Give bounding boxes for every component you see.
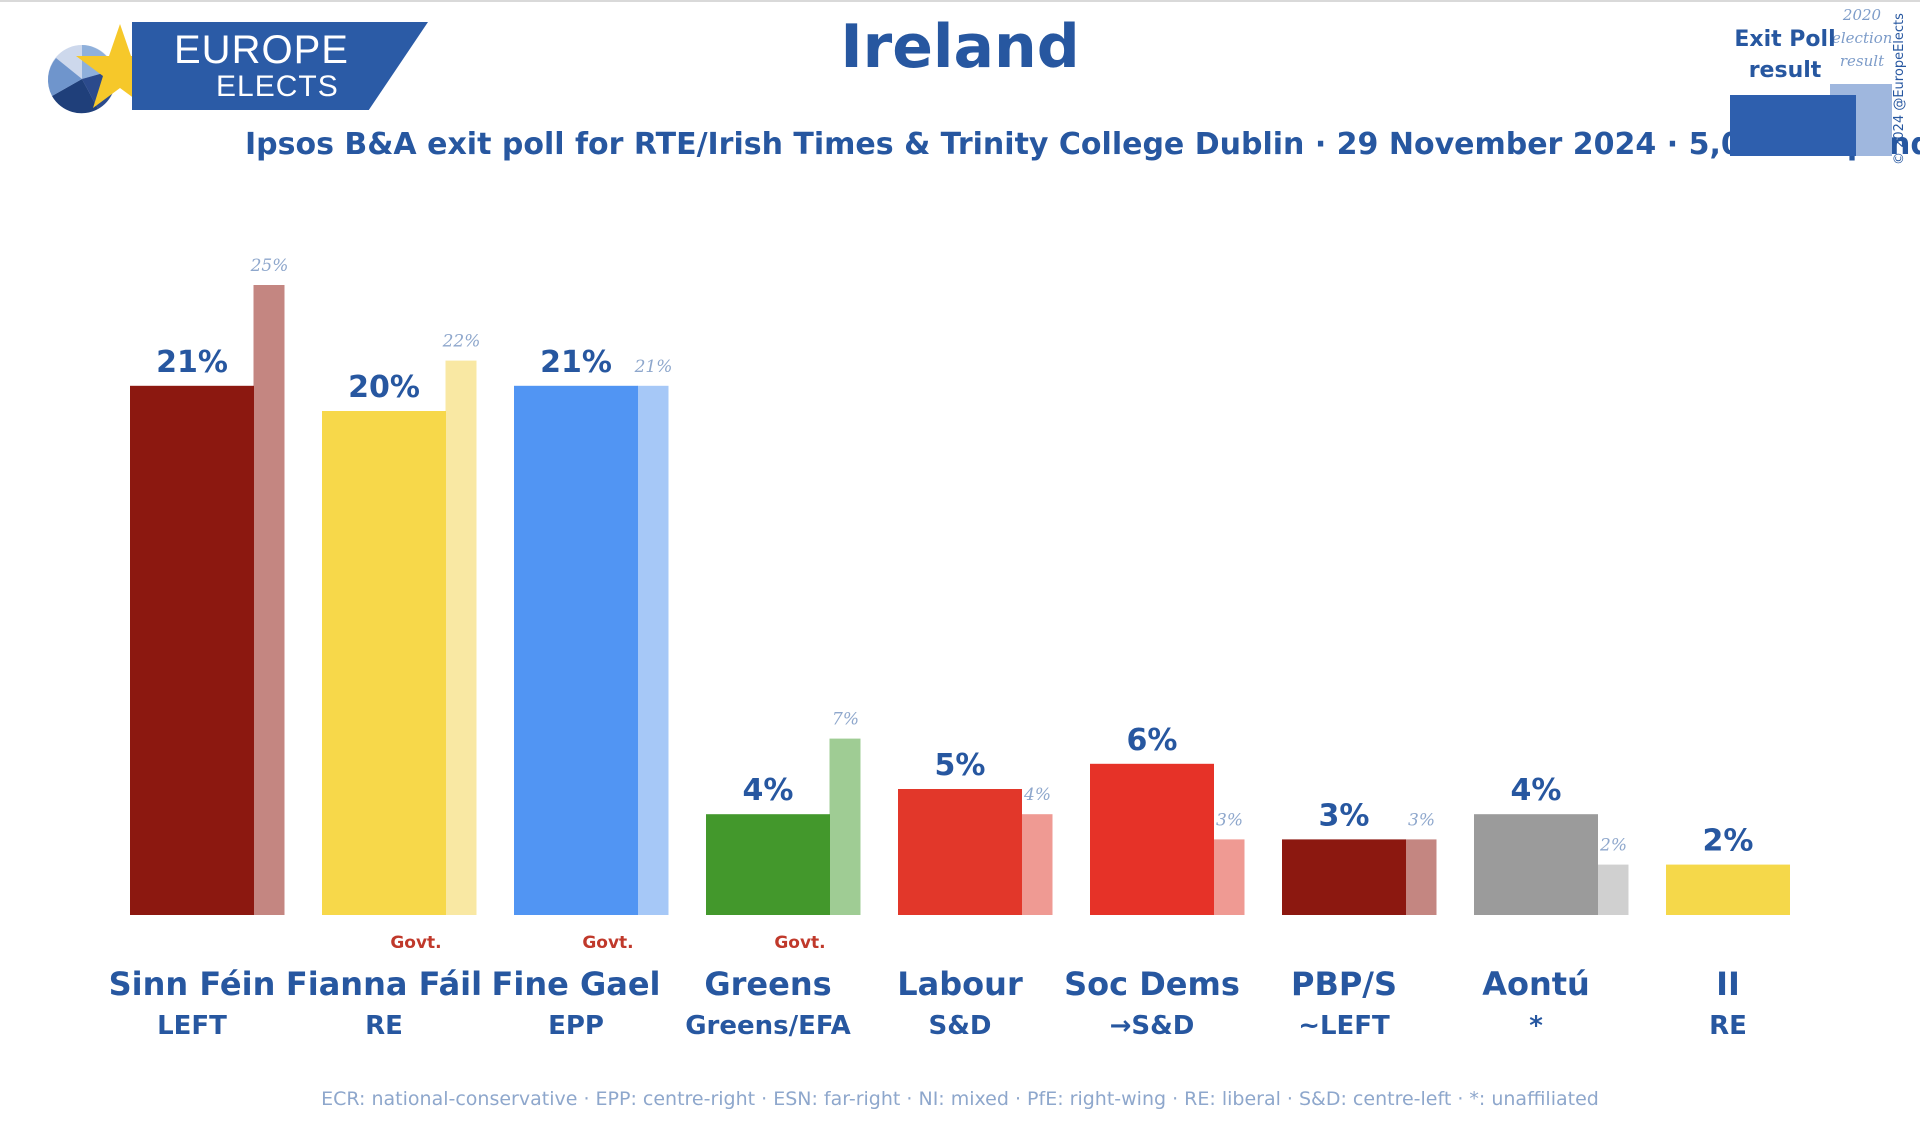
- party-group-sinn-f-in: LEFT: [157, 1011, 227, 1041]
- party-name-sinn-f-in: Sinn Féin: [109, 965, 276, 1003]
- party-group-aont: *: [1529, 1011, 1543, 1041]
- value-label-aont: 4%: [1511, 773, 1562, 808]
- bar-2020-fine-gael: [637, 385, 669, 915]
- logo-banner: [132, 22, 428, 110]
- bar-2020-greens: [829, 738, 861, 915]
- footer-legend-note: ECR: national-conservative · EPP: centre…: [321, 1088, 1599, 1110]
- govt-label-fine-gael: Govt.: [582, 933, 633, 953]
- chart-subtitle: Ipsos B&A exit poll for RTE/Irish Times …: [245, 127, 1920, 162]
- value-label-2020-fine-gael: 21%: [634, 357, 673, 377]
- bar-exit-poll-greens: [706, 814, 830, 915]
- party-group-labour: S&D: [929, 1011, 992, 1041]
- party-name-soc-dems: Soc Dems: [1064, 965, 1240, 1003]
- value-label-2020-greens: 7%: [832, 710, 859, 730]
- value-label-fine-gael: 21%: [540, 345, 612, 380]
- bar-exit-poll-aont: [1474, 814, 1598, 915]
- legend-main-label: Exit Poll result: [1734, 27, 1836, 83]
- bar-2020-sinn-f-in: [253, 285, 285, 915]
- value-label-2020-sinn-f-in: 25%: [250, 256, 289, 276]
- party-name-ii: II: [1716, 965, 1740, 1003]
- bar-exit-poll-soc-dems: [1090, 763, 1214, 915]
- party-name-fianna-f-il: Fianna Fáil: [286, 965, 482, 1003]
- bar-2020-soc-dems: [1213, 839, 1245, 915]
- party-name-pbp-s: PBP/S: [1291, 965, 1397, 1003]
- value-label-2020-pbp-s: 3%: [1408, 810, 1435, 830]
- bar-2020-fianna-f-il: [445, 360, 477, 916]
- logo-emblem-icon: [46, 24, 164, 115]
- value-label-2020-soc-dems: 3%: [1216, 810, 1243, 830]
- bar-2020-pbp-s: [1405, 839, 1437, 915]
- party-group-fianna-f-il: RE: [365, 1011, 403, 1041]
- value-label-labour: 5%: [935, 748, 986, 783]
- bar-exit-poll-sinn-f-in: [130, 385, 254, 915]
- top-rule: [0, 0, 1920, 2]
- value-label-2020-aont: 2%: [1599, 836, 1627, 856]
- value-label-sinn-f-in: 21%: [156, 345, 228, 380]
- bar-exit-poll-fine-gael: [514, 385, 638, 915]
- europe-elects-logo: EUROPE ELECTS: [36, 18, 436, 118]
- bar-exit-poll-fianna-f-il: [322, 411, 446, 915]
- bar-exit-poll-labour: [898, 789, 1022, 915]
- party-name-labour: Labour: [897, 965, 1023, 1003]
- party-group-fine-gael: EPP: [548, 1011, 604, 1041]
- party-name-aont: Aontú: [1482, 965, 1590, 1003]
- bar-exit-poll-ii: [1666, 864, 1790, 915]
- party-group-greens: Greens/EFA: [685, 1011, 851, 1041]
- party-group-pbp-s: ~LEFT: [1298, 1011, 1390, 1041]
- party-name-fine-gael: Fine Gael: [492, 965, 661, 1003]
- value-label-ii: 2%: [1703, 824, 1754, 859]
- legend-previous-label: 2020 election result: [1832, 6, 1893, 70]
- bar-exit-poll-pbp-s: [1282, 839, 1406, 915]
- logo-text-europe: EUROPE: [174, 28, 349, 72]
- legend-main-swatch: [1730, 95, 1856, 156]
- bar-2020-aont: [1597, 864, 1629, 915]
- bar-chart: 25% 21% Sinn Féin LEFT 22% 20% Govt. Fianna Fái…: [109, 256, 1790, 1041]
- value-label-pbp-s: 3%: [1319, 798, 1370, 833]
- value-label-fianna-f-il: 20%: [348, 370, 420, 405]
- party-name-greens: Greens: [704, 965, 831, 1003]
- party-group-soc-dems: →S&D: [1110, 1011, 1195, 1041]
- chart-legend: 2020 election result Exit Poll result: [1700, 0, 1920, 170]
- bar-2020-labour: [1021, 814, 1053, 915]
- logo-text-elects: ELECTS: [216, 70, 339, 103]
- govt-label-fianna-f-il: Govt.: [390, 933, 441, 953]
- govt-label-greens: Govt.: [774, 933, 825, 953]
- value-label-2020-fianna-f-il: 22%: [442, 332, 481, 352]
- party-group-ii: RE: [1709, 1011, 1747, 1041]
- value-label-greens: 4%: [743, 773, 794, 808]
- page-title: Ireland: [840, 12, 1080, 82]
- value-label-2020-labour: 4%: [1023, 785, 1051, 805]
- value-label-soc-dems: 6%: [1127, 723, 1178, 758]
